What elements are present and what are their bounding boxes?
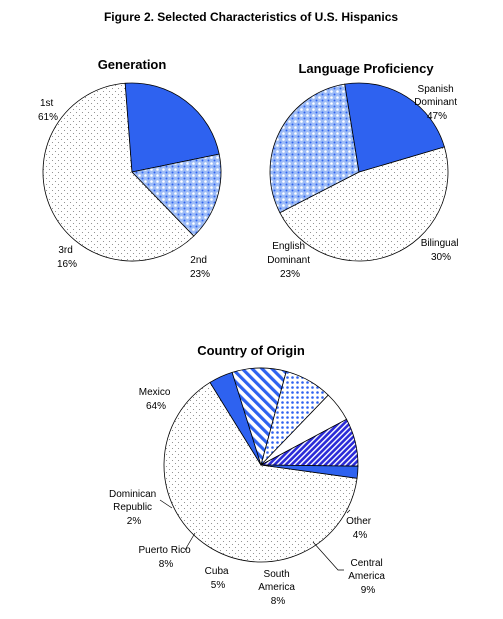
pie-generation: Generation 1st 61% 2nd 23% 3rd 16% <box>38 57 222 280</box>
pie-title: Generation <box>98 57 167 72</box>
slice-bilingual <box>269 83 360 214</box>
pie-language-proficiency: Language Proficiency Spanish Dominant 47… <box>267 61 462 280</box>
slice-label-spanish-dominant: Spanish Dominant 47% <box>414 84 460 122</box>
slice-label-dominican-republic: Dominican Republic 2% <box>109 489 159 527</box>
leader-puerto-rico <box>184 532 196 551</box>
figure-title: Figure 2. Selected Characteristics of U.… <box>104 10 398 24</box>
slice-label-english-dominant: English Dominant 23% <box>267 241 313 280</box>
slice-label-1st: 1st 61% <box>38 98 58 123</box>
pie-title: Country of Origin <box>197 343 305 358</box>
slice-3rd <box>131 153 222 237</box>
slice-dominican-republic <box>260 464 359 479</box>
slice-label-central-america: Central America 9% <box>348 558 387 596</box>
slice-label-cuba: Cuba 5% <box>205 566 232 591</box>
leader-central-america <box>312 541 344 571</box>
slice-label-2nd: 2nd 23% <box>190 255 210 280</box>
pie-title: Language Proficiency <box>298 61 434 76</box>
slice-label-3rd: 3rd 16% <box>57 245 77 270</box>
slice-label-mexico: Mexico 64% <box>139 387 173 412</box>
slice-1st <box>42 82 195 262</box>
leader-other <box>346 509 351 514</box>
leader-lines <box>159 499 351 571</box>
pie-slices <box>42 82 222 262</box>
pie-country-of-origin: Country of Origin Mexico 64% Other 4% Ce… <box>109 343 387 607</box>
leader-dominican-republic <box>159 499 173 509</box>
slice-mexico <box>163 381 358 563</box>
slice-label-other: Other 4% <box>346 516 374 541</box>
slice-2nd <box>124 82 220 173</box>
slice-label-bilingual: Bilingual 30% <box>421 238 462 263</box>
pie-slices <box>163 367 359 563</box>
slice-spanish-dominant <box>279 146 449 262</box>
slice-label-puerto-rico: Puerto Rico 8% <box>138 545 193 570</box>
slice-english-dominant <box>344 82 445 173</box>
slice-label-south-america: South America 8% <box>258 569 297 607</box>
pie-slices <box>269 82 449 262</box>
